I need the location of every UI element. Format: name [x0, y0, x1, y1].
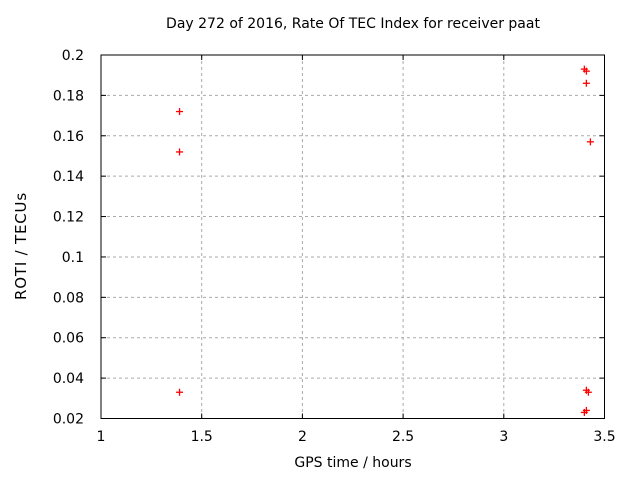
x-tick-label: 1.5 — [191, 429, 213, 445]
x-tick-label: 3.5 — [593, 429, 615, 445]
y-tick-label: 0.1 — [62, 250, 84, 266]
chart-title: Day 272 of 2016, Rate Of TEC Index for r… — [166, 16, 540, 32]
y-tick-label: 0.04 — [53, 371, 84, 387]
y-tick-label: 0.06 — [53, 331, 84, 347]
plot-border — [100, 54, 605, 419]
y-tick-label: 0.2 — [62, 48, 84, 64]
y-tick-label: 0.12 — [53, 210, 84, 226]
data-point-marker — [176, 108, 184, 116]
data-point-marker — [582, 67, 590, 75]
y-tick-label: 0.02 — [53, 412, 84, 428]
data-point-marker — [582, 406, 590, 414]
y-tick-label: 0.16 — [53, 129, 84, 145]
y-tick-label: 0.14 — [53, 169, 84, 185]
data-point-marker — [586, 138, 594, 146]
x-axis-label: GPS time / hours — [294, 455, 412, 471]
data-point-marker — [176, 388, 184, 396]
data-point-marker — [582, 79, 590, 87]
x-tick-label: 3 — [499, 429, 508, 445]
x-tick-label: 2.5 — [392, 429, 414, 445]
data-point-marker — [176, 148, 184, 156]
y-tick-label: 0.18 — [53, 88, 84, 104]
x-tick-label: 1 — [97, 429, 106, 445]
data-point-marker — [584, 388, 592, 396]
y-tick-label: 0.08 — [53, 290, 84, 306]
x-tick-label: 2 — [298, 429, 307, 445]
